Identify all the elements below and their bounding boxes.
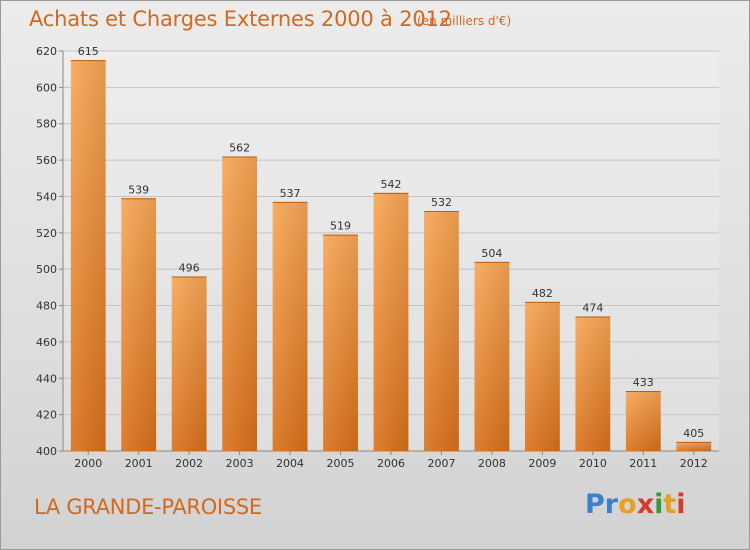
y-tick-label: 440	[36, 372, 57, 385]
x-tick-label: 2004	[276, 457, 304, 470]
bar-value-label: 537	[280, 187, 301, 200]
bar-value-label: 539	[128, 183, 149, 196]
logo-letter: o	[618, 489, 637, 520]
logo-letter: P	[585, 489, 605, 520]
bar-shade	[424, 211, 459, 451]
x-tick-label: 2009	[528, 457, 556, 470]
y-tick-label: 560	[36, 154, 57, 167]
bar-shade	[625, 391, 661, 451]
bar-shade	[121, 198, 157, 451]
y-tick-label: 420	[36, 409, 57, 422]
bar-shade	[222, 156, 258, 452]
logo-letter: t	[663, 489, 677, 520]
commune-name: LA GRANDE-PAROISSE	[34, 495, 262, 519]
logo-letter: r	[604, 489, 619, 520]
x-tick-label: 2001	[125, 457, 153, 470]
y-tick-label: 620	[36, 45, 57, 58]
bar-value-label: 482	[532, 287, 553, 300]
bar-shade	[373, 192, 409, 451]
bar-value-label: 615	[78, 45, 99, 58]
y-tick-label: 520	[36, 227, 57, 240]
x-tick-label: 2008	[478, 457, 506, 470]
x-tick-label: 2012	[680, 457, 708, 470]
bar-shade	[70, 60, 106, 451]
x-tick-label: 2007	[427, 457, 455, 470]
bar-shade	[524, 301, 560, 451]
bar-shade	[575, 316, 611, 451]
y-tick-label: 460	[36, 336, 57, 349]
y-tick-label: 580	[36, 118, 57, 131]
chart-subtitle: (en milliers d'€)	[417, 14, 512, 28]
x-tick-label: 2010	[579, 457, 607, 470]
bar-value-label: 532	[431, 196, 452, 209]
bar-value-label: 405	[683, 427, 704, 440]
y-tick-label: 500	[36, 263, 57, 276]
bar-value-label: 496	[179, 261, 200, 274]
bar-value-label: 519	[330, 220, 351, 233]
x-tick-label: 2002	[175, 457, 203, 470]
x-tick-label: 2000	[74, 457, 102, 470]
y-tick-label: 600	[36, 81, 57, 94]
x-tick-label: 2005	[327, 457, 355, 470]
x-tick-label: 2003	[226, 457, 254, 470]
bar-value-label: 474	[582, 301, 603, 314]
y-tick-label: 400	[36, 445, 57, 458]
proxiti-logo[interactable]: Proxiti	[585, 489, 686, 520]
bar-value-label: 433	[633, 376, 654, 389]
bar-shade	[323, 234, 358, 451]
logo-letter: i	[654, 489, 664, 520]
chart-title: Achats et Charges Externes 2000 à 2012	[29, 7, 452, 31]
x-tick-label: 2011	[629, 457, 657, 470]
bar-value-label: 542	[381, 178, 402, 191]
y-tick-label: 480	[36, 300, 57, 313]
logo-letter: x	[636, 489, 655, 520]
bar-shade	[171, 276, 207, 451]
logo-letter: i	[676, 489, 686, 520]
bar-shade	[272, 201, 308, 451]
y-tick-label: 540	[36, 190, 57, 203]
bar-value-label: 562	[229, 141, 250, 154]
bar-shade	[676, 441, 712, 451]
x-tick-label: 2006	[377, 457, 405, 470]
bar-value-label: 504	[481, 247, 502, 260]
bar-shade	[474, 261, 510, 451]
